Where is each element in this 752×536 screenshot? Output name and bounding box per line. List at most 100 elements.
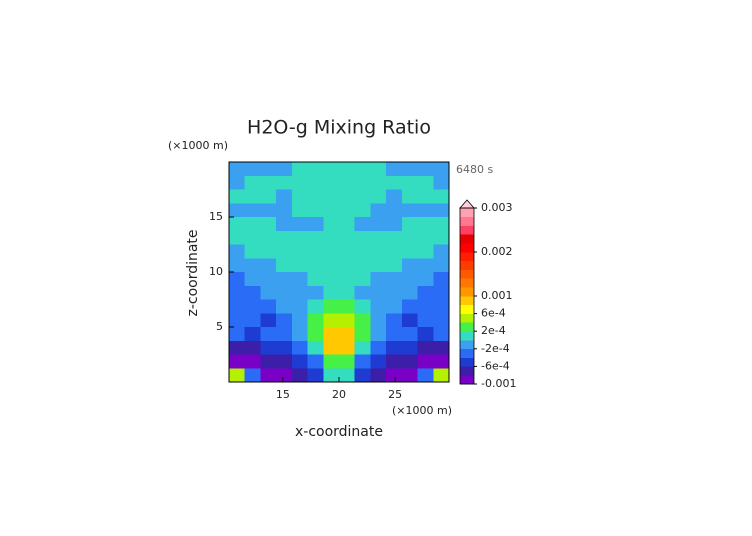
contour-cell (354, 272, 371, 287)
contour-cell (323, 285, 340, 300)
contour-cell (433, 162, 450, 177)
y-tick-label: 5 (216, 320, 223, 333)
colorbar-tick-label: 6e-4 (481, 307, 506, 320)
contour-cell (339, 203, 356, 218)
contour-cell (276, 217, 293, 232)
contour-cell (339, 189, 356, 204)
contour-cell (417, 340, 434, 355)
contour-cell (401, 299, 419, 314)
contour-cell (260, 368, 277, 383)
contour-cell (354, 244, 371, 259)
contour-cell (260, 354, 277, 369)
colorbar-tick-label: -6e-4 (481, 359, 510, 372)
contour-cell (229, 340, 246, 355)
contour-cell (291, 299, 309, 314)
contour-cell (370, 217, 387, 232)
contour-cell (307, 340, 324, 355)
contour-cell (386, 258, 403, 273)
contour-cell (386, 340, 403, 355)
contour-cell (339, 230, 356, 245)
contour-cell (339, 299, 356, 314)
x-axis-label: x-coordinate (295, 424, 383, 440)
contour-cell (417, 354, 434, 369)
contour-cell (244, 258, 261, 273)
contour-cell (323, 368, 340, 383)
contour-cell (260, 272, 277, 287)
x-tick-label: 20 (332, 388, 346, 401)
contour-cell (260, 285, 277, 300)
contour-cell (244, 368, 261, 383)
y-unit: (×1000 m) (168, 139, 228, 152)
contour-cell (323, 258, 340, 273)
contour-cell (339, 327, 356, 342)
contour-cell (276, 175, 293, 190)
contour-cell (370, 162, 387, 177)
contour-cell (417, 230, 434, 245)
contour-cell (433, 217, 450, 232)
colorbar-band (460, 304, 474, 314)
contour-cell (307, 313, 324, 328)
contour-cell (386, 285, 403, 300)
contour-cell (244, 272, 261, 287)
contour-cell (401, 340, 419, 355)
contour-cell (323, 203, 340, 218)
colorbar-tick-label: 2e-4 (481, 324, 506, 337)
contour-cell (229, 217, 246, 232)
contour-cell (244, 340, 261, 355)
contour-cell (339, 354, 356, 369)
contour-cell (354, 189, 371, 204)
x-unit: (×1000 m) (392, 404, 452, 417)
contour-cell (354, 313, 371, 328)
y-tick-label: 10 (209, 265, 223, 278)
contour-cell (276, 189, 293, 204)
colorbar-tick-label: -2e-4 (481, 342, 510, 355)
contour-cell (433, 368, 450, 383)
contour-cell (276, 313, 293, 328)
contour-cell (244, 244, 261, 259)
contour-cell (260, 258, 277, 273)
contour-cell (307, 230, 324, 245)
contour-cell (229, 354, 246, 369)
contour-cell (307, 217, 324, 232)
contour-cell (354, 285, 371, 300)
contour-cell (339, 217, 356, 232)
contour-cell (417, 162, 434, 177)
colorbar-band (460, 375, 474, 385)
contour-cell (417, 244, 434, 259)
contour-cell (323, 217, 340, 232)
contour-cell (307, 244, 324, 259)
contour-cell (229, 230, 246, 245)
contour-cell (276, 162, 293, 177)
contour-cell (370, 272, 387, 287)
contour-cell (229, 272, 246, 287)
contour-cell (291, 327, 309, 342)
contour-cell (276, 272, 293, 287)
contour-cell (433, 272, 450, 287)
chart-title: H2O-g Mixing Ratio (247, 117, 431, 139)
contour-cell (244, 162, 261, 177)
contour-cell (244, 217, 261, 232)
x-tick-label: 15 (276, 388, 290, 401)
contour-cell (229, 162, 246, 177)
colorbar-band (460, 287, 474, 297)
contour-cell (291, 230, 309, 245)
contour-cell (370, 327, 387, 342)
contour-cell (307, 299, 324, 314)
contour-cell (354, 368, 371, 383)
contour-cell (354, 162, 371, 177)
colorbar-band (460, 340, 474, 350)
contour-cell (291, 162, 309, 177)
contour-cell (323, 340, 340, 355)
contour-cell (307, 327, 324, 342)
contour-cell (260, 340, 277, 355)
contour-cell (244, 327, 261, 342)
contour-cell (307, 354, 324, 369)
contour-cell (339, 244, 356, 259)
contour-cell (323, 272, 340, 287)
contour-cell (386, 230, 403, 245)
contour-cell (433, 230, 450, 245)
colorbar-band (460, 278, 474, 288)
contour-cell (354, 217, 371, 232)
contour-cell (244, 313, 261, 328)
contour-cell (307, 285, 324, 300)
